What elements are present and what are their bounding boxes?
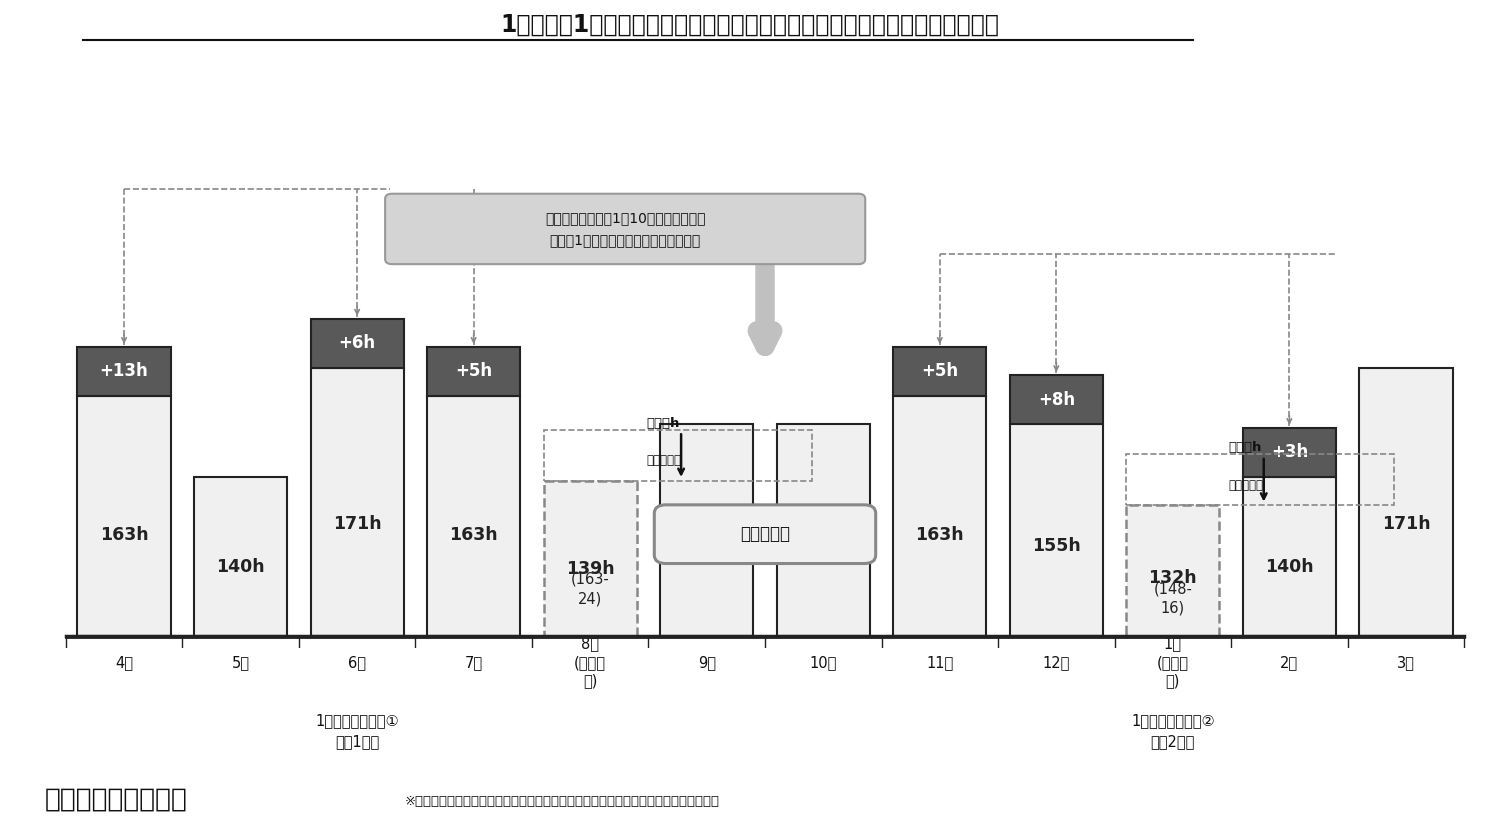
- Text: 140h: 140h: [216, 558, 266, 576]
- Text: 132h: 132h: [1149, 569, 1197, 588]
- Text: 4月: 4月: [116, 655, 134, 670]
- Bar: [892, 396, 987, 636]
- Text: ３日間休日: ３日間休日: [646, 455, 681, 467]
- Text: 163h: 163h: [100, 526, 148, 543]
- Text: +13h: +13h: [99, 362, 148, 381]
- Text: 5月: 5月: [231, 655, 249, 670]
- Text: +3h: +3h: [1270, 444, 1308, 461]
- Text: (148-
16): (148- 16): [1154, 581, 1192, 616]
- Text: 163h: 163h: [915, 526, 964, 543]
- Bar: [310, 318, 404, 368]
- Text: +8h: +8h: [1038, 391, 1076, 409]
- Text: 1年単位と1月単位の変形労働時間制を併用する場合　（異なる時期を設定）: 1年単位と1月単位の変形労働時間制を併用する場合 （異なる時期を設定）: [501, 12, 999, 37]
- Bar: [1010, 425, 1102, 636]
- Bar: [777, 425, 870, 636]
- Bar: [1359, 368, 1452, 636]
- Bar: [78, 347, 171, 396]
- FancyBboxPatch shape: [654, 504, 876, 563]
- Text: 2月: 2月: [1281, 655, 1299, 670]
- Text: 具体の活用イメージ: 具体の活用イメージ: [45, 787, 188, 813]
- Text: 1年変形労働活用②
（第2期）: 1年変形労働活用② （第2期）: [1131, 713, 1215, 749]
- Text: ２日間休日: ２日間休日: [1228, 479, 1264, 492]
- Bar: [1010, 375, 1102, 425]
- Text: 6月: 6月: [348, 655, 366, 670]
- Bar: [427, 396, 520, 636]
- Text: 155h: 155h: [800, 537, 847, 555]
- Text: (163-
24): (163- 24): [572, 572, 609, 606]
- Bar: [194, 477, 286, 636]
- Text: 171h: 171h: [333, 514, 381, 533]
- Text: 1年変形労働活用①
（第1期）: 1年変形労働活用① （第1期）: [315, 713, 399, 749]
- Text: 163h: 163h: [450, 526, 498, 543]
- Bar: [892, 347, 987, 396]
- Text: 171h: 171h: [1382, 514, 1429, 533]
- Bar: [660, 425, 753, 636]
- Text: +5h: +5h: [454, 362, 492, 381]
- Text: 10月: 10月: [810, 655, 837, 670]
- Text: －２４h: －２４h: [646, 416, 680, 430]
- Text: 12月: 12月: [1042, 655, 1070, 670]
- Text: 宿泊を伴う業務（1日10時間超）のため
現行の1月単位の変形労働時間制を活用: 宿泊を伴う業務（1日10時間超）のため 現行の1月単位の変形労働時間制を活用: [544, 211, 705, 247]
- Text: 139h: 139h: [566, 559, 615, 578]
- Bar: [1126, 505, 1220, 636]
- Bar: [543, 480, 638, 636]
- Text: 3月: 3月: [1396, 655, 1414, 670]
- Text: 7月: 7月: [465, 655, 483, 670]
- Bar: [1126, 455, 1395, 505]
- Text: 11月: 11月: [926, 655, 954, 670]
- Bar: [543, 430, 812, 480]
- Text: +6h: +6h: [339, 334, 375, 352]
- Text: 1月
(冬季休
業): 1月 (冬季休 業): [1156, 637, 1190, 689]
- Bar: [1244, 428, 1336, 477]
- Text: +5h: +5h: [921, 362, 958, 381]
- Text: －１６h: －１６h: [1228, 441, 1262, 455]
- Bar: [427, 347, 520, 396]
- Bar: [1244, 477, 1336, 636]
- Text: 155h: 155h: [682, 537, 730, 555]
- Text: 修学旅行等: 修学旅行等: [740, 525, 790, 543]
- FancyBboxPatch shape: [386, 194, 866, 264]
- Bar: [310, 368, 404, 636]
- Bar: [78, 396, 171, 636]
- Text: 9月: 9月: [698, 655, 715, 670]
- Text: 8月
(夏季休
業): 8月 (夏季休 業): [574, 637, 606, 689]
- Text: 155h: 155h: [1032, 537, 1080, 555]
- Text: ※　図表中の数字は、祝日法による休日、年末年始の休日を除いた勤務時間数を表す。: ※ 図表中の数字は、祝日法による休日、年末年始の休日を除いた勤務時間数を表す。: [405, 794, 720, 808]
- Text: 140h: 140h: [1264, 558, 1314, 576]
